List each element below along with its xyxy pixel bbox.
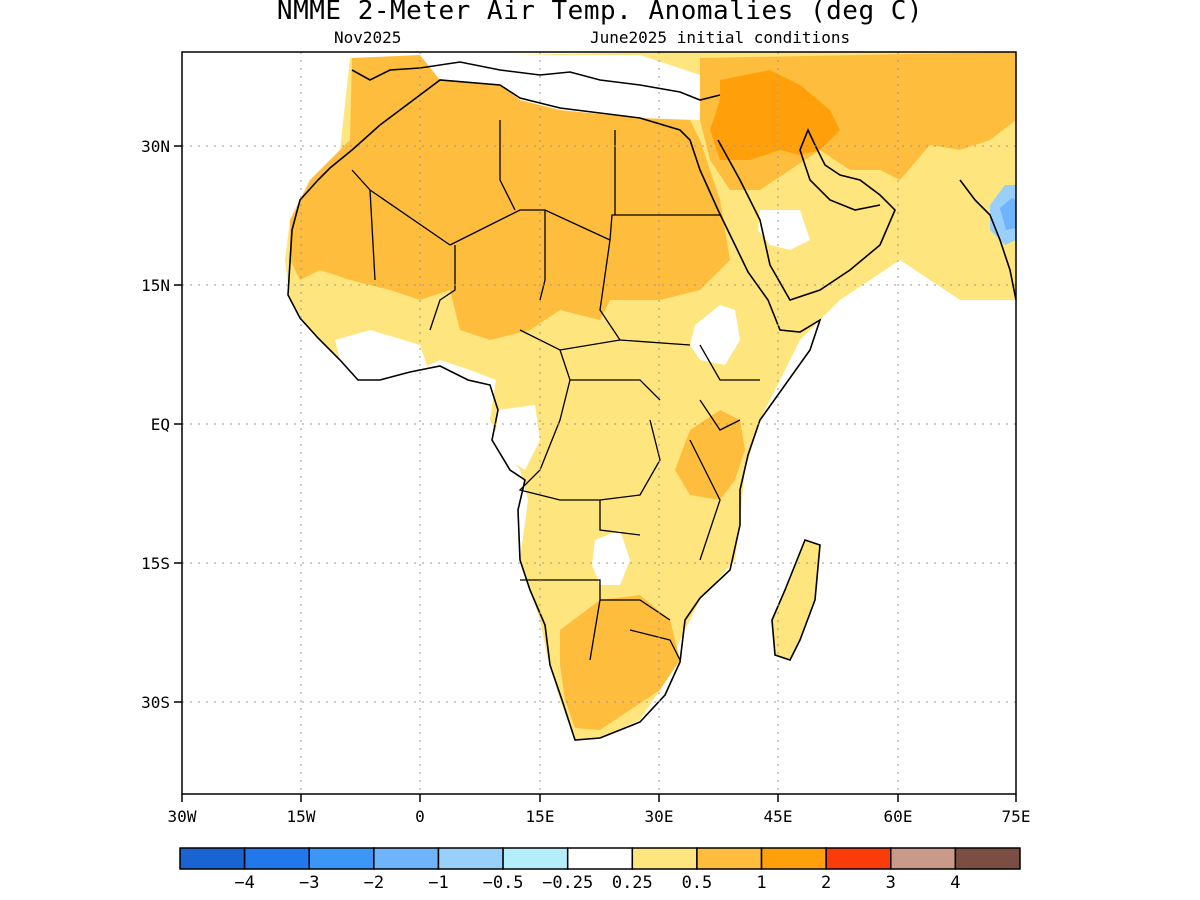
anomaly-region-2: [710, 70, 840, 160]
lon-tick-label: 0: [415, 807, 425, 826]
colorbar-swatch: [631, 847, 698, 870]
colorbar-swatch: [566, 847, 634, 870]
lon-tick-label: 45E: [764, 807, 793, 826]
colorbar-label: −3: [299, 873, 319, 893]
anomaly-region-1-north-africa: [290, 55, 730, 340]
india-coastline: [959, 179, 1017, 301]
colorbar-swatch: [696, 847, 763, 870]
colorbar-swatch: [954, 847, 1021, 870]
colorbar-label: −2: [364, 873, 384, 893]
lon-tick-label: 75E: [1002, 807, 1031, 826]
neutral-region-saudi: [758, 210, 810, 250]
colorbar-label: −0.5: [483, 873, 524, 893]
arabia-coastline: [717, 127, 896, 301]
colorbar-label: 3: [886, 873, 896, 893]
initial-conditions-label: June2025 initial conditions: [590, 28, 851, 47]
lon-tick-label: 30E: [645, 807, 674, 826]
lat-tick-label: 15S: [141, 554, 170, 573]
colorbar-label: 1: [756, 873, 766, 893]
colorbar-swatch: [437, 847, 504, 870]
colorbar-swatch: [373, 847, 440, 870]
anomaly-region-1-southern-africa: [560, 595, 680, 730]
colorbar-label: 4: [950, 873, 960, 893]
neutral-region-gulf-of-guinea: [495, 405, 540, 470]
colorbar-label: −4: [234, 873, 254, 893]
anomaly-region-1-east-africa: [675, 410, 745, 500]
colorbar-swatch: [825, 847, 892, 870]
grid-lines: [182, 52, 1016, 794]
lat-tick-label: 15N: [141, 276, 170, 295]
colorbar-label: 0.25: [612, 873, 653, 893]
colorbar-swatch: [502, 847, 569, 870]
colorbar-label: 0.5: [682, 873, 713, 893]
colorbar-label: 2: [821, 873, 831, 893]
cool-anomaly-arabian-sea-core: [1000, 198, 1016, 230]
colorbar-label: −1: [428, 873, 448, 893]
lat-tick-label: EQ: [151, 415, 170, 434]
country-borders: [351, 120, 760, 661]
colorbar-swatch: [243, 847, 310, 870]
neutral-region-angola: [592, 530, 630, 585]
neutral-region-mediterranean: [420, 55, 700, 120]
coastlines: [287, 61, 1017, 741]
colorbar-swatch: [760, 847, 827, 870]
lat-tick-label: 30S: [141, 693, 170, 712]
colorbar-swatch: [308, 847, 375, 870]
colorbar: [179, 847, 1021, 870]
lon-tick-label: 15E: [526, 807, 555, 826]
colorbar-label: −0.25: [542, 873, 593, 893]
forecast-month: Nov2025: [334, 28, 402, 47]
lon-tick-label: 30W: [168, 807, 197, 826]
neutral-region-west-africa: [335, 330, 430, 380]
anomaly-shading: [285, 52, 1016, 740]
lon-tick-label: 60E: [884, 807, 913, 826]
map-title: NMME 2-Meter Air Temp. Anomalies (deg C): [276, 0, 924, 26]
latitude-labels: 30N 15N EQ 15S 30S: [141, 137, 170, 712]
colorbar-swatch: [890, 847, 957, 870]
longitude-labels: 30W 15W 0 15E 30E 45E 60E 75E: [168, 807, 1031, 826]
africa-coastline: [287, 79, 822, 741]
colorbar-labels: −4 −3 −2 −1 −0.5 −0.25 0.25 0.5 1 2 3 4: [234, 873, 960, 893]
mediterranean-coast-north: [351, 61, 721, 101]
colorbar-swatch: [179, 847, 246, 870]
lon-tick-label: 15W: [287, 807, 316, 826]
anomaly-region-madagascar: [772, 540, 820, 660]
lat-tick-label: 30N: [141, 137, 170, 156]
map-frame: [181, 51, 1017, 795]
axis-ticks: [174, 145, 1017, 802]
madagascar-coastline: [771, 539, 821, 661]
